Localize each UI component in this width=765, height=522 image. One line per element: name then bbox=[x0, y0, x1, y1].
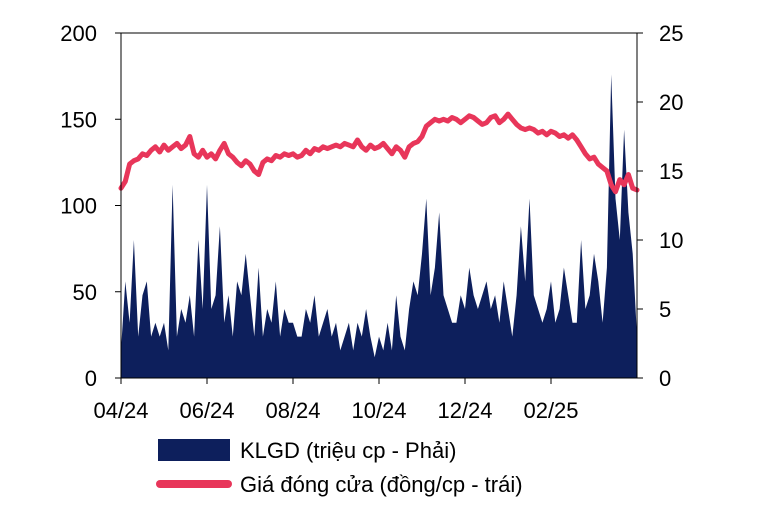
y-right-tick-label: 0 bbox=[659, 366, 671, 391]
y-right-tick-label: 25 bbox=[659, 21, 683, 46]
y-left-tick-label: 50 bbox=[73, 280, 97, 305]
y-left-tick-label: 0 bbox=[85, 366, 97, 391]
y-left-tick-label: 100 bbox=[60, 194, 97, 219]
price-line bbox=[118, 111, 640, 195]
x-tick-label: 06/24 bbox=[179, 398, 234, 423]
x-tick-label: 10/24 bbox=[351, 398, 406, 423]
legend-swatch-volume bbox=[158, 439, 230, 461]
y-right-tick-label: 20 bbox=[659, 90, 683, 115]
plot-area bbox=[118, 74, 640, 379]
x-tick-label: 04/24 bbox=[93, 398, 148, 423]
x-tick-label: 12/24 bbox=[437, 398, 492, 423]
y-right-tick-label: 10 bbox=[659, 228, 683, 253]
x-tick-label: 02/25 bbox=[523, 398, 578, 423]
legend: KLGD (triệu cp - Phải) Giá đóng cửa (đồn… bbox=[156, 438, 523, 497]
y-left-tick-label: 150 bbox=[60, 107, 97, 132]
legend-label-price: Giá đóng cửa (đồng/cp - trái) bbox=[240, 472, 523, 497]
y-right-tick-label: 5 bbox=[659, 297, 671, 322]
y-left-tick-label: 200 bbox=[60, 21, 97, 46]
y-right-tick-label: 15 bbox=[659, 159, 683, 184]
volume-area bbox=[121, 74, 637, 379]
legend-label-volume: KLGD (triệu cp - Phải) bbox=[240, 438, 456, 463]
axes: 0 50 100 150 200 0 5 10 15 20 25 04/24 06/24 08/24 10/… bbox=[60, 21, 683, 423]
x-tick-label: 08/24 bbox=[265, 398, 320, 423]
